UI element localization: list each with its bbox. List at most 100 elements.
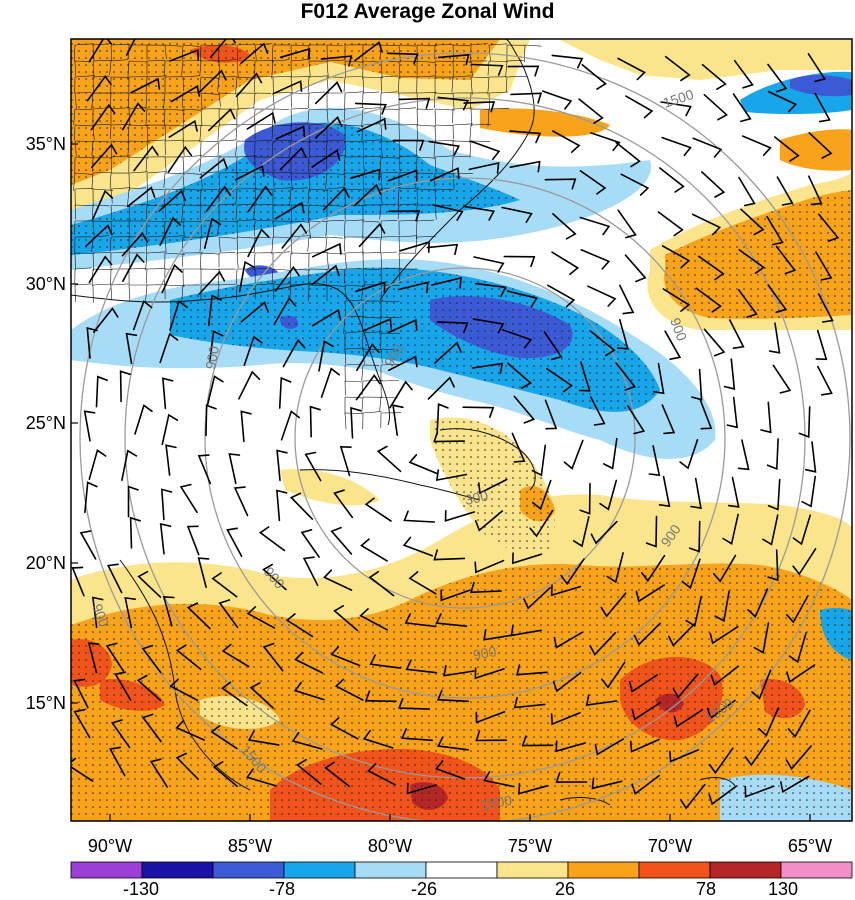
county-line [271, 124, 291, 140]
wind-barb [186, 525, 200, 556]
wind-barb [709, 625, 739, 645]
wind-barb [737, 439, 750, 471]
county-line [452, 92, 472, 109]
wind-barb [258, 526, 286, 552]
wind-barb [435, 613, 468, 627]
wind-barb [275, 125, 306, 140]
wind-barb [599, 479, 618, 511]
county-line [164, 76, 183, 92]
wind-barb [633, 622, 661, 646]
county-line [236, 236, 258, 255]
wind-barb [786, 664, 816, 684]
county-line [344, 299, 365, 317]
wind-barb [474, 510, 504, 532]
county-line [145, 108, 165, 126]
wind-barb [679, 783, 706, 810]
county-line [344, 219, 364, 239]
county-line [235, 188, 257, 205]
wind-barb [737, 289, 758, 318]
wind-barb [708, 747, 734, 775]
wind-barb [364, 690, 397, 703]
wind-barb [114, 671, 132, 701]
county-line [379, 203, 398, 220]
wind-barb [703, 328, 726, 357]
county-line [109, 172, 129, 190]
county-line [326, 284, 346, 302]
county-line [253, 92, 272, 109]
county-line [182, 268, 203, 287]
wind-barb [314, 81, 343, 105]
county-line [434, 204, 452, 220]
county-line [74, 124, 94, 141]
wind-barb [472, 318, 505, 334]
wind-barb [127, 186, 156, 208]
county-line [416, 124, 436, 143]
county-line [344, 60, 364, 78]
county-line [452, 60, 472, 77]
county-line [380, 236, 400, 253]
wind-barb [635, 584, 665, 603]
wind-barb [701, 171, 726, 198]
wind-barb [579, 216, 611, 236]
significance-stipple [71, 39, 852, 821]
wind-barb [240, 410, 252, 443]
wind-barb [661, 404, 676, 435]
wind-barb [398, 697, 430, 710]
wind-barb [209, 330, 224, 362]
wind-barb [369, 654, 402, 669]
wind-barb [594, 738, 624, 756]
wind-barb [509, 160, 541, 173]
county-line [164, 59, 182, 77]
wind-barb [468, 161, 500, 174]
wind-barb [161, 263, 183, 294]
county-line [398, 155, 418, 174]
wind-barb [285, 613, 314, 638]
county-line [452, 155, 470, 173]
county-line [200, 204, 219, 220]
wind-barb [808, 175, 823, 206]
wind-barb [294, 651, 324, 674]
wind-barb [170, 85, 201, 103]
county-line [110, 107, 130, 125]
wind-barb [669, 749, 700, 763]
wind-barb [280, 410, 300, 441]
county-line [470, 43, 489, 63]
wind-barb [706, 699, 736, 720]
county-line [146, 268, 166, 284]
wind-barb [661, 245, 691, 269]
county-line [326, 187, 345, 204]
county-line [182, 220, 201, 238]
wind-barb [792, 548, 817, 576]
county-line [379, 316, 400, 335]
county-line [199, 188, 218, 207]
county-line [344, 363, 362, 383]
wind-barb [247, 730, 280, 746]
county-line [434, 92, 453, 109]
county-line [218, 59, 237, 77]
axis-ticks [71, 143, 811, 821]
wind-barb [590, 520, 618, 545]
wind-barb [521, 735, 554, 747]
county-line [290, 172, 309, 191]
wind-barb [246, 606, 276, 629]
county-line [217, 76, 237, 92]
county-line [182, 252, 203, 268]
contour-label: 900 [202, 345, 222, 371]
wind-barb [475, 730, 508, 742]
wind-barb [86, 75, 112, 102]
county-line [362, 411, 382, 430]
wind-barb [543, 331, 563, 361]
wind-barb [212, 761, 238, 788]
wind-barb [691, 368, 703, 401]
wind-barb [436, 689, 469, 703]
wind-barb [546, 367, 573, 393]
county-line [200, 108, 221, 125]
wind-barb [602, 437, 618, 470]
county-line [127, 60, 148, 79]
county-line [200, 171, 219, 188]
county-line [164, 252, 185, 269]
wind-barb [320, 367, 340, 398]
wind-barb [529, 509, 554, 538]
county-line [452, 172, 473, 189]
county-line [236, 43, 256, 61]
